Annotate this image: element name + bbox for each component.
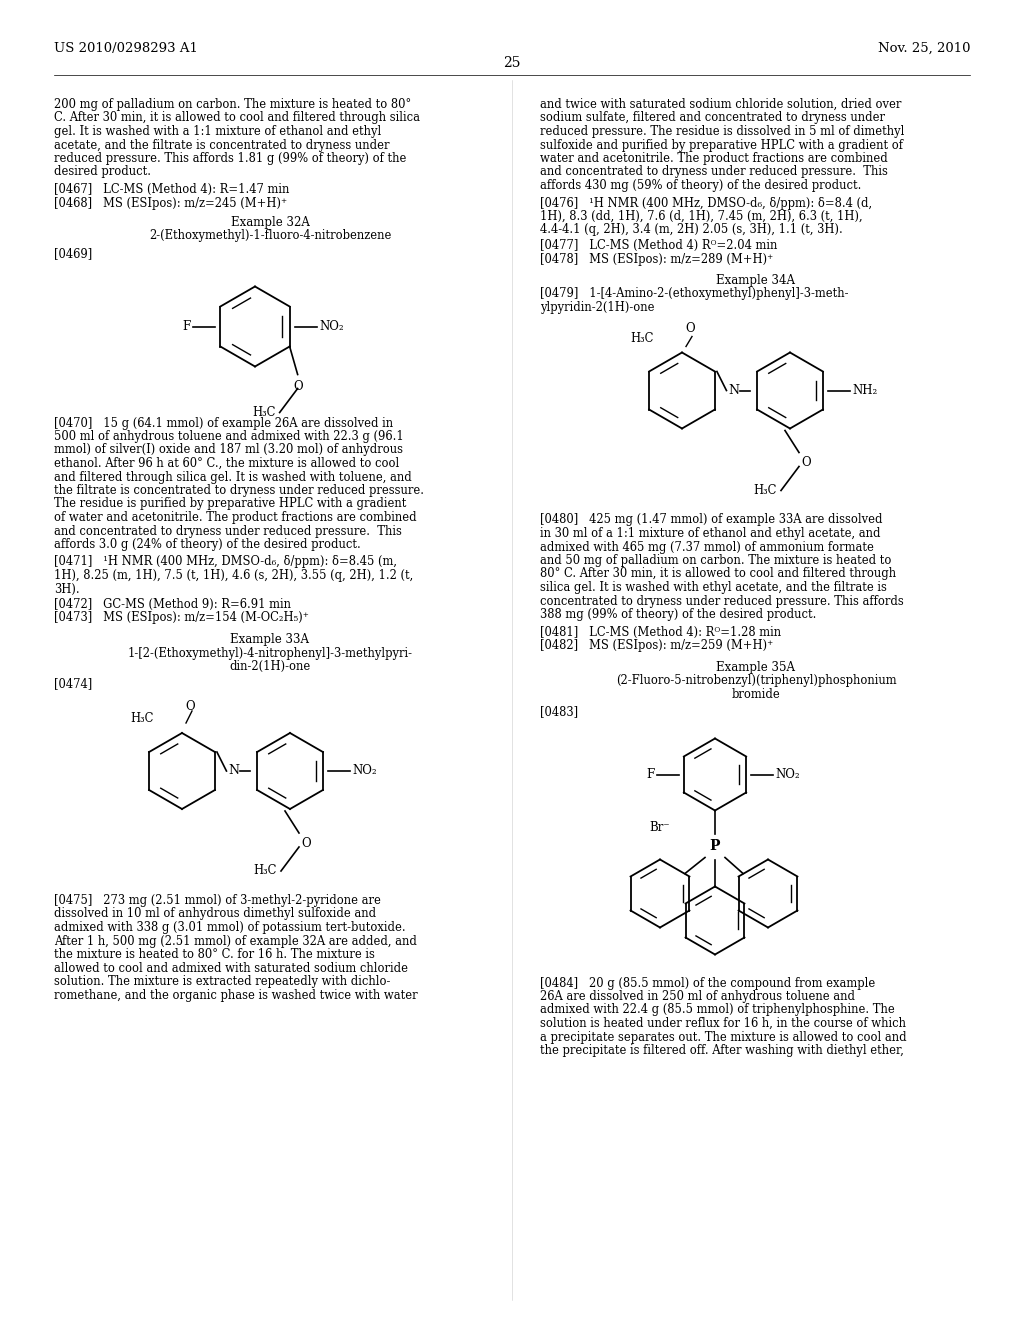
Text: [0467]   LC-MS (Method 4): R=1.47 min: [0467] LC-MS (Method 4): R=1.47 min [54,183,290,195]
Text: O: O [185,700,195,713]
Text: H₃C: H₃C [754,484,777,498]
Text: 1-[2-(Ethoxymethyl)-4-nitrophenyl]-3-methylpyri-: 1-[2-(Ethoxymethyl)-4-nitrophenyl]-3-met… [128,647,413,660]
Text: The residue is purified by preparative HPLC with a gradient: The residue is purified by preparative H… [54,498,407,511]
Text: water and acetonitrile. The product fractions are combined: water and acetonitrile. The product frac… [540,152,888,165]
Text: the precipitate is filtered off. After washing with diethyl ether,: the precipitate is filtered off. After w… [540,1044,904,1057]
Text: solution. The mixture is extracted repeatedly with dichlo-: solution. The mixture is extracted repea… [54,975,390,987]
Text: NO₂: NO₂ [319,319,344,333]
Text: O: O [294,380,303,393]
Text: N: N [728,384,739,397]
Text: Example 34A: Example 34A [717,275,796,286]
Text: ethanol. After 96 h at 60° C., the mixture is allowed to cool: ethanol. After 96 h at 60° C., the mixtu… [54,457,399,470]
Text: [0484]   20 g (85.5 mmol) of the compound from example: [0484] 20 g (85.5 mmol) of the compound … [540,977,876,990]
Text: admixed with 338 g (3.01 mmol) of potassium tert-butoxide.: admixed with 338 g (3.01 mmol) of potass… [54,921,406,935]
Text: [0476]   ¹H NMR (400 MHz, DMSO-d₆, δ/ppm): δ=8.4 (d,: [0476] ¹H NMR (400 MHz, DMSO-d₆, δ/ppm):… [540,197,872,210]
Text: admixed with 22.4 g (85.5 mmol) of triphenylphosphine. The: admixed with 22.4 g (85.5 mmol) of triph… [540,1003,895,1016]
Text: a precipitate separates out. The mixture is allowed to cool and: a precipitate separates out. The mixture… [540,1031,906,1044]
Text: ylpyridin-2(1H)-one: ylpyridin-2(1H)-one [540,301,654,314]
Text: romethane, and the organic phase is washed twice with water: romethane, and the organic phase is wash… [54,989,418,1002]
Text: [0477]   LC-MS (Method 4) Rᴼ=2.04 min: [0477] LC-MS (Method 4) Rᴼ=2.04 min [540,239,777,252]
Text: (2-Fluoro-5-nitrobenzyl)(triphenyl)phosphonium: (2-Fluoro-5-nitrobenzyl)(triphenyl)phosp… [615,675,896,686]
Text: [0479]   1-[4-Amino-2-(ethoxymethyl)phenyl]-3-meth-: [0479] 1-[4-Amino-2-(ethoxymethyl)phenyl… [540,288,849,301]
Text: 1H), 8.25 (m, 1H), 7.5 (t, 1H), 4.6 (s, 2H), 3.55 (q, 2H), 1.2 (t,: 1H), 8.25 (m, 1H), 7.5 (t, 1H), 4.6 (s, … [54,569,414,582]
Text: H₃C: H₃C [254,865,278,878]
Text: and twice with saturated sodium chloride solution, dried over: and twice with saturated sodium chloride… [540,98,901,111]
Text: 80° C. After 30 min, it is allowed to cool and filtered through: 80° C. After 30 min, it is allowed to co… [540,568,896,581]
Text: [0473]   MS (ESIpos): m/z=154 (M-OC₂H₅)⁺: [0473] MS (ESIpos): m/z=154 (M-OC₂H₅)⁺ [54,611,309,624]
Text: [0475]   273 mg (2.51 mmol) of 3-methyl-2-pyridone are: [0475] 273 mg (2.51 mmol) of 3-methyl-2-… [54,894,381,907]
Text: Example 33A: Example 33A [230,634,309,645]
Text: H₃C: H₃C [131,711,154,725]
Text: din-2(1H)-one: din-2(1H)-one [229,660,310,673]
Text: F: F [182,319,191,333]
Text: and concentrated to dryness under reduced pressure.  This: and concentrated to dryness under reduce… [540,165,888,178]
Text: 3H).: 3H). [54,582,80,595]
Text: NO₂: NO₂ [352,764,377,777]
Text: [0468]   MS (ESIpos): m/z=245 (M+H)⁺: [0468] MS (ESIpos): m/z=245 (M+H)⁺ [54,197,287,210]
Text: [0478]   MS (ESIpos): m/z=289 (M+H)⁺: [0478] MS (ESIpos): m/z=289 (M+H)⁺ [540,252,773,265]
Text: affords 430 mg (59% of theory) of the desired product.: affords 430 mg (59% of theory) of the de… [540,180,861,191]
Text: H₃C: H₃C [252,407,275,418]
Text: reduced pressure. This affords 1.81 g (99% of theory) of the: reduced pressure. This affords 1.81 g (9… [54,152,407,165]
Text: [0470]   15 g (64.1 mmol) of example 26A are dissolved in: [0470] 15 g (64.1 mmol) of example 26A a… [54,417,393,429]
Text: O: O [801,457,811,470]
Text: C. After 30 min, it is allowed to cool and filtered through silica: C. After 30 min, it is allowed to cool a… [54,111,420,124]
Text: bromide: bromide [731,688,780,701]
Text: N: N [228,764,239,777]
Text: [0481]   LC-MS (Method 4): Rᴼ=1.28 min: [0481] LC-MS (Method 4): Rᴼ=1.28 min [540,626,781,639]
Text: sodium sulfate, filtered and concentrated to dryness under: sodium sulfate, filtered and concentrate… [540,111,885,124]
Text: [0471]   ¹H NMR (400 MHz, DMSO-d₆, δ/ppm): δ=8.45 (m,: [0471] ¹H NMR (400 MHz, DMSO-d₆, δ/ppm):… [54,556,397,569]
Text: 1H), 8.3 (dd, 1H), 7.6 (d, 1H), 7.45 (m, 2H), 6.3 (t, 1H),: 1H), 8.3 (dd, 1H), 7.6 (d, 1H), 7.45 (m,… [540,210,862,223]
Text: the filtrate is concentrated to dryness under reduced pressure.: the filtrate is concentrated to dryness … [54,484,424,498]
Text: the mixture is heated to 80° C. for 16 h. The mixture is: the mixture is heated to 80° C. for 16 h… [54,948,375,961]
Text: concentrated to dryness under reduced pressure. This affords: concentrated to dryness under reduced pr… [540,594,904,607]
Text: P: P [710,838,720,853]
Text: dissolved in 10 ml of anhydrous dimethyl sulfoxide and: dissolved in 10 ml of anhydrous dimethyl… [54,908,376,920]
Text: reduced pressure. The residue is dissolved in 5 ml of dimethyl: reduced pressure. The residue is dissolv… [540,125,904,139]
Text: Example 35A: Example 35A [717,660,796,673]
Text: acetate, and the filtrate is concentrated to dryness under: acetate, and the filtrate is concentrate… [54,139,389,152]
Text: and filtered through silica gel. It is washed with toluene, and: and filtered through silica gel. It is w… [54,470,412,483]
Text: Example 32A: Example 32A [230,216,309,228]
Text: NO₂: NO₂ [775,768,800,781]
Text: [0483]: [0483] [540,705,579,718]
Text: and 50 mg of palladium on carbon. The mixture is heated to: and 50 mg of palladium on carbon. The mi… [540,554,891,568]
Text: [0474]: [0474] [54,677,92,690]
Text: admixed with 465 mg (7.37 mmol) of ammonium formate: admixed with 465 mg (7.37 mmol) of ammon… [540,540,873,553]
Text: H₃C: H₃C [631,331,654,345]
Text: of water and acetonitrile. The product fractions are combined: of water and acetonitrile. The product f… [54,511,417,524]
Text: affords 3.0 g (24% of theory) of the desired product.: affords 3.0 g (24% of theory) of the des… [54,539,360,550]
Text: silica gel. It is washed with ethyl acetate, and the filtrate is: silica gel. It is washed with ethyl acet… [540,581,887,594]
Text: US 2010/0298293 A1: US 2010/0298293 A1 [54,42,198,55]
Text: NH₂: NH₂ [852,384,878,397]
Text: and concentrated to dryness under reduced pressure.  This: and concentrated to dryness under reduce… [54,524,401,537]
Text: gel. It is washed with a 1:1 mixture of ethanol and ethyl: gel. It is washed with a 1:1 mixture of … [54,125,381,139]
Text: mmol) of silver(I) oxide and 187 ml (3.20 mol) of anhydrous: mmol) of silver(I) oxide and 187 ml (3.2… [54,444,403,457]
Text: Nov. 25, 2010: Nov. 25, 2010 [878,42,970,55]
Text: [0469]: [0469] [54,247,92,260]
Text: 388 mg (99% of theory) of the desired product.: 388 mg (99% of theory) of the desired pr… [540,609,816,620]
Text: 200 mg of palladium on carbon. The mixture is heated to 80°: 200 mg of palladium on carbon. The mixtu… [54,98,412,111]
Text: 26A are dissolved in 250 ml of anhydrous toluene and: 26A are dissolved in 250 ml of anhydrous… [540,990,855,1003]
Text: O: O [685,322,695,334]
Text: [0472]   GC-MS (Method 9): R=6.91 min: [0472] GC-MS (Method 9): R=6.91 min [54,598,291,611]
Text: [0480]   425 mg (1.47 mmol) of example 33A are dissolved: [0480] 425 mg (1.47 mmol) of example 33A… [540,513,883,527]
Text: in 30 ml of a 1:1 mixture of ethanol and ethyl acetate, and: in 30 ml of a 1:1 mixture of ethanol and… [540,527,881,540]
Text: F: F [647,768,655,781]
Text: desired product.: desired product. [54,165,151,178]
Text: [0482]   MS (ESIpos): m/z=259 (M+H)⁺: [0482] MS (ESIpos): m/z=259 (M+H)⁺ [540,639,773,652]
Text: 4.4-4.1 (q, 2H), 3.4 (m, 2H) 2.05 (s, 3H), 1.1 (t, 3H).: 4.4-4.1 (q, 2H), 3.4 (m, 2H) 2.05 (s, 3H… [540,223,843,236]
Text: 500 ml of anhydrous toluene and admixed with 22.3 g (96.1: 500 ml of anhydrous toluene and admixed … [54,430,403,444]
Text: Br⁻: Br⁻ [649,821,671,834]
Text: allowed to cool and admixed with saturated sodium chloride: allowed to cool and admixed with saturat… [54,961,408,974]
Text: After 1 h, 500 mg (2.51 mmol) of example 32A are added, and: After 1 h, 500 mg (2.51 mmol) of example… [54,935,417,948]
Text: 2-(Ethoxymethyl)-1-fluoro-4-nitrobenzene: 2-(Ethoxymethyl)-1-fluoro-4-nitrobenzene [148,230,391,243]
Text: O: O [301,837,310,850]
Text: sulfoxide and purified by preparative HPLC with a gradient of: sulfoxide and purified by preparative HP… [540,139,903,152]
Text: 25: 25 [503,55,521,70]
Text: solution is heated under reflux for 16 h, in the course of which: solution is heated under reflux for 16 h… [540,1016,906,1030]
